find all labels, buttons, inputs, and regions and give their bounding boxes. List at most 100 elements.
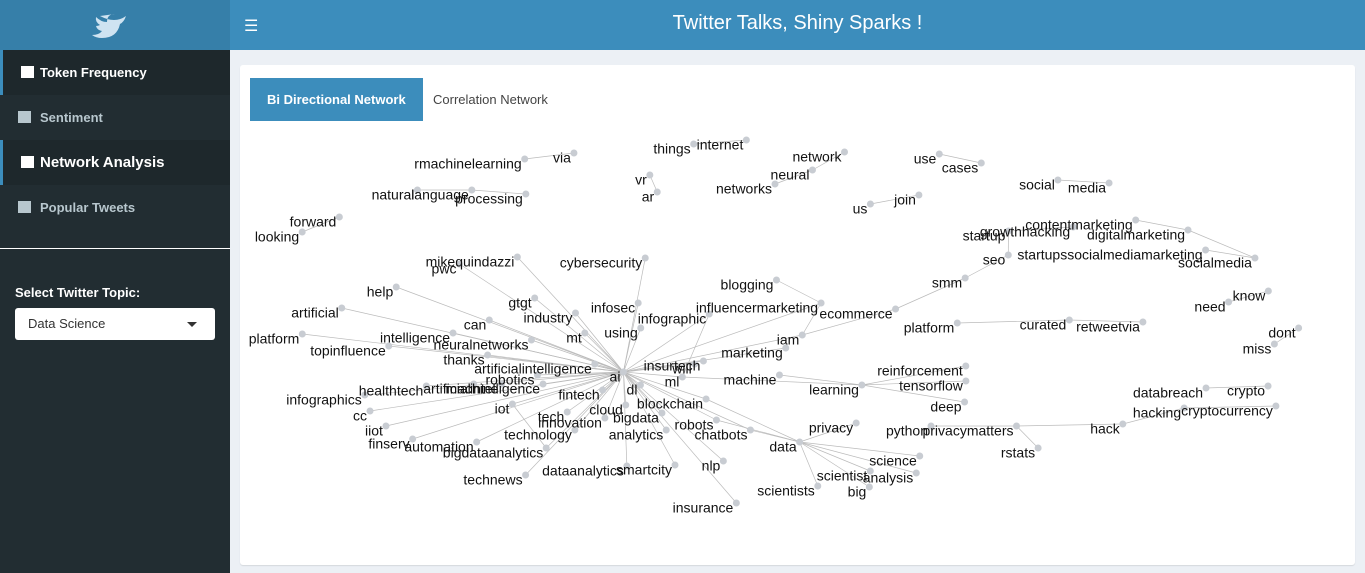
edge	[623, 371, 683, 378]
edge	[623, 371, 751, 431]
node-dot	[338, 304, 346, 312]
node-dot	[473, 438, 481, 446]
node-dot	[335, 213, 343, 221]
node-dot	[719, 457, 727, 465]
edge	[957, 319, 1070, 324]
node-dot	[601, 414, 609, 422]
node-dot	[702, 395, 710, 403]
tab[interactable]: Correlation Network	[433, 92, 548, 107]
node-dot	[1004, 251, 1012, 259]
node-label: healthtech	[359, 383, 424, 399]
node-dot	[1180, 404, 1188, 412]
edge	[861, 380, 966, 386]
node-label: deep	[930, 399, 961, 415]
menu-toggle[interactable]: ☰	[244, 18, 259, 35]
edge	[750, 429, 800, 443]
menu-label: Sentiment	[40, 110, 103, 125]
node-label: infographic	[638, 311, 707, 327]
node-label: cc	[353, 408, 367, 424]
node-label: platform	[904, 320, 955, 336]
edge	[776, 279, 822, 304]
node-dot	[1139, 318, 1147, 326]
node-dot	[866, 200, 874, 208]
node-label: looking	[255, 229, 299, 245]
edge	[801, 302, 822, 336]
node-label: seo	[983, 252, 1006, 268]
edge	[623, 327, 642, 373]
edge	[623, 371, 676, 466]
node-dot	[531, 294, 539, 302]
node-label: help	[367, 284, 394, 300]
node-label: big	[848, 484, 867, 500]
edge	[524, 152, 574, 160]
node-dot	[653, 188, 661, 196]
logo[interactable]	[0, 0, 230, 50]
edge	[575, 312, 624, 373]
menu-item[interactable]: Network Analysis	[0, 140, 230, 185]
node-dot	[449, 329, 457, 337]
node-dot	[658, 409, 666, 417]
node-label: dataanalytics	[542, 463, 624, 479]
edges	[298, 136, 1303, 507]
edge	[302, 333, 624, 373]
edge	[364, 371, 624, 396]
node-label: insurtech	[644, 358, 701, 374]
edge	[802, 308, 896, 336]
edge	[534, 297, 624, 373]
edge	[623, 371, 737, 504]
node-dot	[539, 380, 547, 388]
edge	[604, 371, 624, 419]
edge	[682, 313, 710, 378]
menu-item[interactable]: Token Frequency	[0, 50, 230, 95]
node-dot	[808, 166, 816, 174]
node-dot	[513, 253, 521, 261]
node-label: tensorflow	[899, 378, 964, 394]
node-dot	[1264, 382, 1272, 390]
node-dot	[619, 368, 627, 376]
node-dot	[382, 422, 390, 430]
node-dot	[534, 371, 542, 379]
node-label: mt	[566, 330, 582, 346]
edge	[861, 384, 965, 403]
node-label: machine	[446, 381, 499, 397]
node-label: artificial	[291, 305, 338, 321]
edge	[1206, 385, 1269, 389]
node-label: cybersecurity	[560, 255, 642, 271]
node-label: pwc	[432, 261, 457, 277]
topic-select[interactable]: Data Science	[15, 308, 215, 340]
node-label: technology	[504, 427, 572, 443]
node-label: neural	[771, 167, 810, 183]
node-dot	[521, 155, 529, 163]
node-label: startupssocialmediamarketing	[1017, 247, 1202, 263]
node-label: influencermarketing	[696, 300, 818, 316]
node-label: ar	[642, 189, 655, 205]
nodes: rmachinelearning via naturallanguageproces…	[249, 137, 1296, 516]
node-dot	[623, 462, 631, 470]
node-dot	[1004, 227, 1012, 235]
node-dot	[637, 324, 645, 332]
node-label: technews	[463, 472, 522, 488]
tab[interactable]: Bi Directional Network	[250, 78, 423, 121]
node-dot	[581, 329, 589, 337]
node-dot	[912, 469, 920, 477]
node-dot	[1202, 384, 1210, 392]
edge	[1228, 290, 1269, 303]
node-label: ml	[665, 374, 680, 390]
node-label: blogging	[721, 277, 774, 293]
node-dot	[962, 377, 970, 385]
menu-item[interactable]: Sentiment	[0, 95, 230, 140]
menu-label: Token Frequency	[40, 65, 147, 80]
node-label: rmachinelearning	[414, 156, 521, 172]
edge	[459, 263, 624, 373]
menu-item[interactable]: Popular Tweets	[0, 185, 230, 230]
node-label: intelligence	[470, 381, 540, 397]
node-dot	[1034, 444, 1042, 452]
node-label: ai	[610, 369, 621, 385]
edge	[584, 332, 624, 373]
node-dot	[571, 426, 579, 434]
node-label: databreach	[1133, 385, 1203, 401]
node-label: ecommerce	[819, 306, 892, 322]
node-dot	[742, 136, 750, 144]
node-dot	[563, 408, 571, 416]
